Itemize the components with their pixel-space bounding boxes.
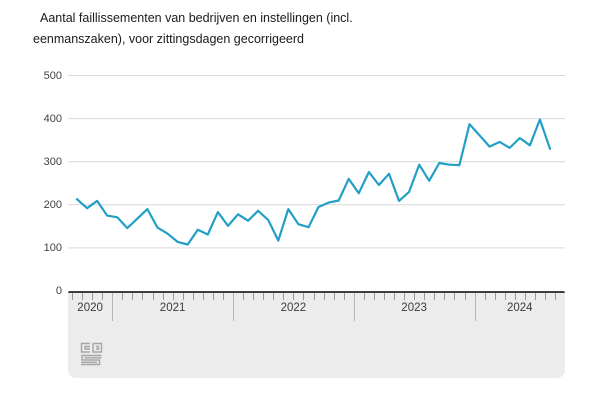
month-tick [545, 293, 546, 300]
x-axis-band [68, 291, 565, 378]
month-tick [323, 293, 325, 300]
x-axis-year-label: 2024 [507, 302, 533, 314]
chart-title-line2: eenmanszaken), voor zittingsdagen gecorr… [33, 32, 304, 46]
month-tick [333, 293, 335, 300]
month-tick [72, 293, 73, 300]
month-tick [555, 293, 556, 300]
month-tick [494, 293, 496, 300]
month-tick [142, 293, 144, 300]
month-tick [283, 293, 285, 300]
month-tick [192, 293, 194, 300]
month-tick [484, 293, 486, 300]
y-axis-tick-label: 100 [43, 241, 62, 254]
month-tick [293, 293, 295, 300]
month-tick [514, 293, 516, 300]
month-tick [404, 293, 406, 300]
chart-title: Aantal faillissementen van bedrijven en … [33, 8, 373, 50]
x-axis-year-label: 2022 [280, 302, 307, 314]
month-tick [82, 293, 83, 300]
month-tick [454, 293, 456, 300]
month-tick [152, 293, 154, 300]
month-tick [212, 293, 214, 300]
year-separator [353, 293, 355, 321]
year-separator [233, 293, 234, 321]
chart-title-line1: Aantal faillissementen van bedrijven en … [40, 11, 353, 25]
month-tick [132, 293, 134, 300]
month-tick [313, 293, 315, 300]
y-axis-tick-label: 0 [55, 285, 62, 297]
month-tick [182, 293, 184, 300]
y-axis-tick-label: 400 [43, 112, 62, 125]
month-tick [363, 293, 365, 300]
month-tick [263, 293, 265, 300]
year-separator [112, 293, 114, 321]
cbs-logo-glyph [92, 342, 103, 353]
month-tick [444, 293, 446, 300]
cbs-logo-glyph [81, 354, 102, 366]
month-tick [273, 293, 275, 300]
month-tick [524, 293, 526, 300]
month-tick [122, 293, 124, 300]
y-axis-tick-label: 500 [43, 69, 62, 82]
year-separator [474, 293, 476, 321]
month-tick [162, 293, 164, 300]
month-tick [172, 293, 174, 300]
x-axis-year-label: 2023 [401, 302, 427, 314]
month-tick [243, 293, 245, 300]
month-tick [534, 293, 536, 300]
month-tick [343, 293, 345, 300]
month-tick [202, 293, 204, 300]
month-tick [504, 293, 506, 300]
y-axis-tick-label: 300 [43, 155, 62, 168]
month-tick [424, 293, 426, 300]
x-axis-year-label: 2021 [159, 302, 186, 314]
cbs-logo-glyph [80, 342, 90, 353]
y-axis-tick-label: 200 [43, 198, 62, 211]
month-tick [102, 293, 104, 300]
month-tick [253, 293, 255, 300]
month-tick [464, 293, 466, 300]
month-tick [222, 293, 224, 300]
month-tick [92, 293, 94, 300]
month-tick [394, 293, 395, 300]
month-tick [434, 293, 436, 300]
month-tick [303, 293, 305, 300]
cbs-logo [80, 342, 103, 366]
month-tick [383, 293, 385, 300]
data-line [75, 118, 552, 246]
month-tick [414, 293, 416, 300]
month-tick [373, 293, 375, 300]
x-axis-year-label: 2020 [77, 302, 103, 314]
